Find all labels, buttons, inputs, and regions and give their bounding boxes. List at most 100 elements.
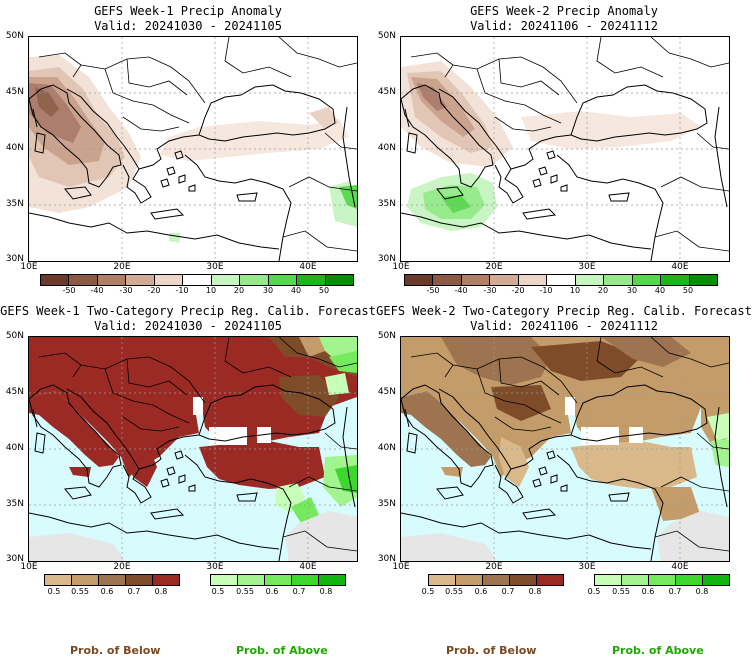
lon-label: 20E: [113, 262, 131, 272]
colorbar-label: 0.5: [211, 587, 225, 596]
colorbar-label: 0.5: [47, 587, 61, 596]
lon-label: 10E: [392, 562, 410, 572]
panel-title: GEFS Week-1 Precip Anomaly: [94, 4, 282, 18]
panel-title: GEFS Week-2 Precip Anomaly: [470, 4, 658, 18]
lat-label: 45N: [377, 387, 396, 397]
lon-label: 10E: [392, 262, 410, 272]
colorbar-label: 10: [569, 286, 581, 295]
lon-label: 30E: [206, 562, 224, 572]
lat-label: 50N: [377, 31, 396, 41]
colorbar-label: -40: [90, 286, 104, 295]
anomaly-shading: [401, 61, 701, 231]
map-week1-probability: [28, 336, 358, 562]
colorbar-label: 0.55: [445, 587, 463, 596]
colorbar-label: 0.6: [100, 587, 114, 596]
panel-title: GEFS Week-1 Two-Category Precip Reg. Cal…: [0, 304, 376, 318]
lat-label: 40N: [5, 143, 24, 153]
colorbar-label: 20: [597, 286, 609, 295]
panel-valid-dates: Valid: 20241030 - 20241105: [94, 19, 282, 33]
colorbar-label: 0.7: [668, 587, 682, 596]
lon-label: 10E: [20, 262, 38, 272]
lat-label: 35N: [377, 199, 396, 209]
lon-label: 30E: [206, 262, 224, 272]
footer-above-label: Prob. of Above: [236, 644, 328, 657]
lat-label: 50N: [5, 331, 24, 341]
lon-label: 30E: [578, 262, 596, 272]
colorbar-label: 50: [682, 286, 694, 295]
lat-label: 30N: [5, 254, 24, 264]
colorbar-label: 40: [290, 286, 302, 295]
colorbar-label: 0.6: [474, 587, 488, 596]
footer-below-label: Prob. of Below: [446, 644, 537, 657]
footer-above-label: Prob. of Above: [612, 644, 704, 657]
probability-shading: [401, 337, 729, 561]
panel-valid-dates: Valid: 20241106 - 20241112: [470, 19, 658, 33]
colorbar-label: -50: [426, 286, 440, 295]
colorbar-label: -30: [119, 286, 133, 295]
colorbar-label: 0.7: [127, 587, 141, 596]
panel-title: GEFS Week-2 Two-Category Precip Reg. Cal…: [376, 304, 752, 318]
lat-label: 35N: [5, 199, 24, 209]
lat-label: 30N: [377, 554, 396, 564]
lat-label: 40N: [377, 443, 396, 453]
lat-label: 45N: [5, 87, 24, 97]
anomaly-shading: [29, 55, 357, 243]
colorbar-label: 0.55: [71, 587, 89, 596]
colorbar-label: 0.8: [695, 587, 709, 596]
below-colorbar: [428, 574, 564, 586]
colorbar-label: 30: [262, 286, 274, 295]
lat-label: 45N: [5, 387, 24, 397]
above-colorbar: [594, 574, 730, 586]
colorbar-label: 0.6: [265, 587, 279, 596]
lat-label: 50N: [377, 331, 396, 341]
panel-valid-dates: Valid: 20241030 - 20241105: [94, 319, 282, 333]
map-week2-anomaly: [400, 36, 730, 262]
colorbar-label: -10: [175, 286, 189, 295]
colorbar-label: 0.5: [421, 587, 435, 596]
colorbar-label: 50: [318, 286, 330, 295]
lon-label: 20E: [485, 262, 503, 272]
lon-label: 20E: [485, 562, 503, 572]
lat-label: 35N: [377, 499, 396, 509]
colorbar-label: 0.7: [292, 587, 306, 596]
colorbar-label: 0.8: [528, 587, 542, 596]
colorbar-label: 20: [233, 286, 245, 295]
anomaly-colorbar: [40, 274, 354, 286]
colorbar-label: 0.55: [612, 587, 630, 596]
colorbar-label: 0.8: [154, 587, 168, 596]
lat-label: 30N: [5, 554, 24, 564]
lat-label: 40N: [377, 143, 396, 153]
colorbar-label: 40: [654, 286, 666, 295]
lat-label: 40N: [5, 443, 24, 453]
colorbar-label: -50: [62, 286, 76, 295]
below-colorbar: [44, 574, 180, 586]
lon-label: 30E: [578, 562, 596, 572]
lon-label: 20E: [113, 562, 131, 572]
lon-label: 40E: [671, 562, 689, 572]
colorbar-label: 0.6: [641, 587, 655, 596]
colorbar-label: -20: [511, 286, 525, 295]
panel-valid-dates: Valid: 20241106 - 20241112: [470, 319, 658, 333]
colorbar-label: 0.5: [587, 587, 601, 596]
colorbar-label: -20: [147, 286, 161, 295]
colorbar-label: 0.8: [319, 587, 333, 596]
colorbar-label: -40: [454, 286, 468, 295]
lon-label: 40E: [671, 262, 689, 272]
above-colorbar: [210, 574, 346, 586]
colorbar-label: 0.55: [236, 587, 254, 596]
map-week1-anomaly: [28, 36, 358, 262]
anomaly-colorbar: [404, 274, 718, 286]
lat-label: 50N: [5, 31, 24, 41]
colorbar-label: -30: [483, 286, 497, 295]
lat-label: 30N: [377, 254, 396, 264]
colorbar-label: 0.7: [501, 587, 515, 596]
lon-label: 40E: [299, 562, 317, 572]
colorbar-label: -10: [539, 286, 553, 295]
colorbar-label: 10: [205, 286, 217, 295]
lat-label: 45N: [377, 87, 396, 97]
lon-label: 40E: [299, 262, 317, 272]
footer-below-label: Prob. of Below: [70, 644, 161, 657]
lat-label: 35N: [5, 499, 24, 509]
map-week2-probability: [400, 336, 730, 562]
lon-label: 10E: [20, 562, 38, 572]
